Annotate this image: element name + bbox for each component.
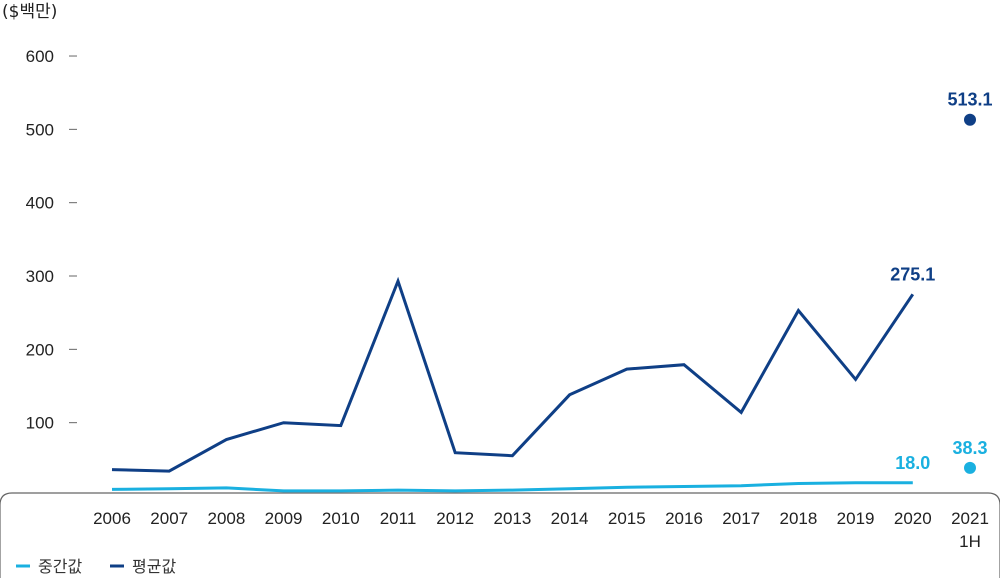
y-tick-label: 600 [26,47,54,66]
y-tick-label: 500 [26,120,54,139]
legend-label: 중간값 [38,557,82,576]
x-tick-label: 2011 [380,509,417,528]
x-tick-label: 2006 [93,509,131,528]
x-tick-label: 2021 [951,509,989,528]
x-axis: 2006 2007 2008 2009 2010 2011 2012 2013 2014 2015… [93,509,989,551]
y-tick-label: 100 [26,414,54,433]
y-axis-unit-label: ($백만) [2,2,57,22]
y-tick-label: 300 [26,267,54,286]
x-tick-label: 2014 [551,509,589,528]
x-tick-label: 2009 [265,509,303,528]
series-point [964,113,976,126]
data-label: 18.0 [895,453,930,473]
legend: 중간값 평균값 [16,557,176,576]
x-tick-label: 2015 [608,509,646,528]
series-point [964,461,976,474]
x-tick-label: 2016 [665,509,703,528]
x-tick-label: 2018 [779,509,817,528]
data-label: 38.3 [952,438,987,458]
x-tick-label: 2013 [493,509,531,528]
series-lines [111,276,915,493]
x-tick-label: 2017 [722,509,760,528]
series-line [111,481,913,493]
legend-label: 평균값 [132,557,176,576]
x-tick-label: 2019 [837,509,875,528]
x-tick-label: 1H [959,532,981,551]
data-label: 513.1 [947,90,992,110]
x-tick-label: 2010 [322,509,360,528]
data-label: 275.1 [890,264,935,284]
x-tick-label: 2012 [436,509,474,528]
x-axis-frame [0,492,1000,578]
x-tick-label: 2008 [207,509,245,528]
data-labels: 18.0 38.3 275.1 513.1 [890,90,992,473]
y-axis: 100 200 300 400 500 600 [26,47,77,433]
series-points [964,113,976,474]
x-tick-label: 2007 [150,509,188,528]
series-line [111,276,915,473]
x-tick-label: 2020 [894,509,932,528]
y-tick-label: 200 [26,340,54,359]
y-tick-label: 400 [26,194,54,213]
